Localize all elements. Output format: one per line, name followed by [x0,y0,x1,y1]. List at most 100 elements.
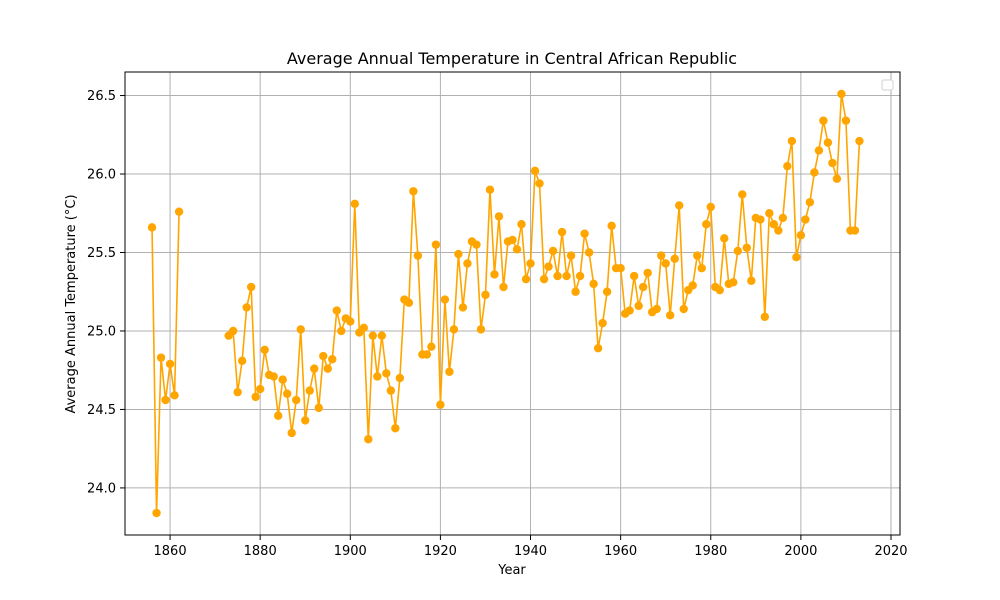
data-point [328,355,337,364]
data-point [832,174,842,183]
data-point [296,325,305,334]
data-point [756,215,765,224]
data-point [512,245,522,254]
data-point [747,276,756,285]
data-point [575,271,585,281]
data-point [530,166,540,176]
data-point [535,179,544,188]
data-point [323,364,332,373]
data-point [337,326,346,336]
data-point [602,287,612,296]
data-point [305,386,314,395]
data-point [841,116,851,125]
data-point [526,259,535,268]
y-tick-label: 26.0 [87,168,116,183]
data-point [395,373,405,383]
data-point [463,259,472,268]
data-point [629,271,639,281]
data-point [409,187,418,196]
data-point [792,253,801,262]
data-point [386,386,396,395]
x-tick-label: 1920 [424,544,457,559]
data-point [616,263,625,273]
data-point [373,372,382,381]
data-point [454,249,463,259]
y-axis-ticks: 24.0 24.5 25.0 25.5 26.0 26.5 [87,89,125,496]
data-point [769,220,779,229]
data-point [274,411,283,420]
data-point [445,367,454,376]
chart-title: Average Annual Temperature in Central Af… [287,49,737,68]
data-point [359,323,369,333]
data-point [774,226,783,235]
data-point [634,301,643,311]
y-tick-label: 24.5 [87,403,116,418]
data-point [391,424,400,433]
x-tick-label: 1900 [334,544,367,559]
data-point [377,331,387,340]
x-tick-label: 1960 [604,544,637,559]
x-axis-ticks: 1860 1880 1900 1920 1940 1960 1980 2000 2020 [154,535,908,559]
data-point [427,342,436,351]
data-point [729,278,738,287]
data-point [598,318,607,328]
data-point [796,231,806,240]
data-point [548,246,558,256]
data-point [485,185,495,194]
data-point [476,325,486,334]
data-point [715,285,724,295]
x-tick-label: 2020 [874,544,907,559]
data-point [246,282,256,292]
data-point [733,246,742,256]
data-point [251,392,260,402]
data-point [499,282,508,292]
data-point [638,282,648,292]
data-point [693,251,702,260]
data-point [436,400,445,409]
data-point [801,215,810,224]
data-point [228,326,238,336]
data-point [643,268,652,278]
data-point [314,403,323,413]
data-point [346,317,355,326]
data-point [670,254,679,263]
data-point [810,168,819,177]
plot-area [125,72,900,535]
data-point [494,212,504,221]
data-point [310,364,319,373]
data-point [760,312,770,322]
data-point [580,229,589,238]
data-point [783,161,792,171]
data-point [855,136,864,146]
data-point [706,202,715,212]
data-point [517,220,526,229]
data-point [742,243,751,252]
data-point [566,251,576,260]
data-point [458,303,468,312]
data-point [625,306,634,315]
data-point [562,271,571,281]
data-point [823,138,833,147]
data-point [422,350,432,359]
data-point [319,351,328,361]
y-tick-label: 25.5 [87,246,116,261]
data-point [819,116,828,125]
data-point [805,198,815,207]
data-point [431,240,441,249]
data-point [152,508,161,518]
data-point [661,259,670,268]
data-point [607,221,616,231]
data-point [156,353,166,362]
data-point [449,325,459,334]
data-point [292,395,301,405]
y-tick-label: 26.5 [87,89,116,104]
data-point [174,207,184,216]
data-point [472,240,481,249]
data-point [557,227,567,237]
data-point [278,375,287,384]
data-point [850,226,860,235]
data-point [814,146,824,155]
data-point [287,428,296,438]
data-point [765,209,774,218]
data-point [738,190,747,199]
